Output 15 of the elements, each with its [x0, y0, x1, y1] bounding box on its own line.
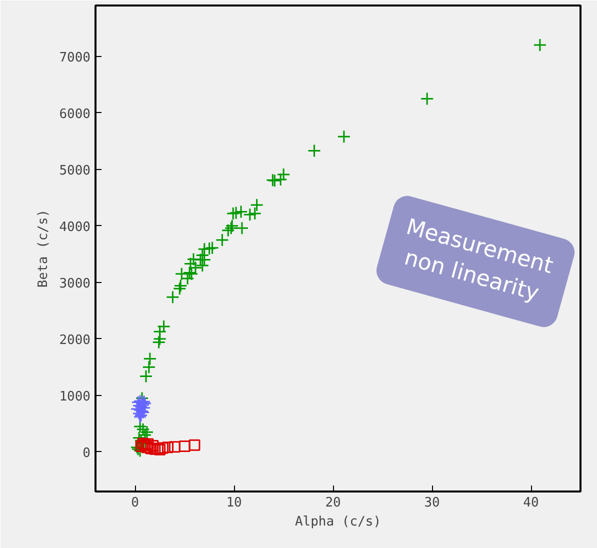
y-tick-label: 0	[82, 446, 90, 461]
x-tick-label: 30	[424, 496, 440, 510]
y-tick-label: 4000	[59, 220, 91, 235]
y-tick-label: 6000	[59, 106, 91, 122]
x-axis-title: Alpha (c/s)	[294, 514, 382, 530]
x-tick-label: 0	[131, 496, 140, 510]
x-tick-label: 40	[523, 496, 539, 510]
x-tick-label: 10	[226, 496, 242, 510]
y-axis-title: Beta (c/s)	[36, 209, 52, 288]
y-tick-label: 2000	[59, 332, 91, 348]
y-tick-label: 5000	[59, 163, 91, 178]
y-tick-label: 7000	[59, 50, 91, 66]
y-tick-label: 1000	[59, 389, 91, 404]
x-tick-label: 20	[325, 496, 341, 510]
y-tick-label: 3000	[59, 276, 91, 292]
